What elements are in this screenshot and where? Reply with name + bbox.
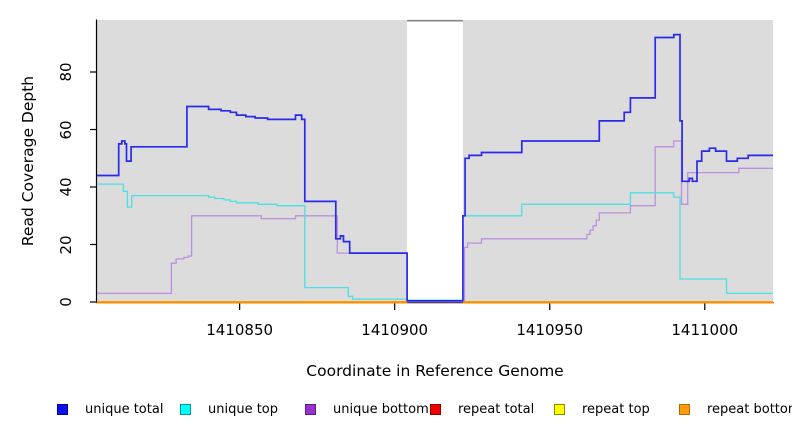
y-tick-label-4: 80 bbox=[57, 62, 75, 82]
x-axis-label: Coordinate in Reference Genome bbox=[306, 362, 564, 380]
plot-bg-right bbox=[462, 20, 773, 302]
y-axis-label: Read Coverage Depth bbox=[19, 75, 37, 247]
legend-item-unique-top: unique top bbox=[180, 401, 279, 417]
y-tick-label-3: 60 bbox=[57, 119, 75, 140]
legend-swatch-icon bbox=[430, 403, 441, 415]
legend-label: unique top bbox=[208, 401, 279, 417]
legend-label: unique total bbox=[85, 401, 164, 417]
legend-swatch-icon bbox=[57, 403, 68, 415]
y-tick-label-0: 0 bbox=[57, 297, 75, 307]
plot-bg-left bbox=[97, 20, 408, 302]
legend-item-repeat-bottom: repeat bottom bbox=[679, 401, 792, 417]
legend-item-repeat-total: repeat total bbox=[430, 401, 535, 417]
y-tick-label-1: 20 bbox=[57, 234, 75, 255]
series-unique-bottom bbox=[97, 140, 773, 303]
legend-swatch-icon bbox=[554, 403, 565, 415]
legend-swatch-icon bbox=[679, 403, 690, 415]
legend-swatch-icon bbox=[305, 403, 316, 415]
x-tick-label-2: 1410950 bbox=[516, 321, 584, 339]
series-unique-top bbox=[97, 183, 773, 301]
series-unique-total bbox=[97, 33, 773, 302]
legend-label: repeat bottom bbox=[707, 401, 792, 417]
legend-label: repeat top bbox=[582, 401, 650, 417]
legend-item-unique-total: unique total bbox=[57, 401, 164, 417]
y-tick-label-2: 40 bbox=[57, 177, 75, 197]
legend-label: repeat total bbox=[458, 401, 535, 417]
legend-swatch-icon bbox=[180, 403, 191, 415]
x-tick-label-1: 1410900 bbox=[361, 321, 429, 339]
legend-item-repeat-top: repeat top bbox=[554, 401, 650, 417]
legend-label: unique bottom bbox=[333, 401, 429, 417]
legend-item-unique-bottom: unique bottom bbox=[305, 401, 429, 417]
x-tick-label-3: 1411000 bbox=[671, 321, 739, 339]
x-tick-label-0: 1410850 bbox=[206, 321, 274, 339]
